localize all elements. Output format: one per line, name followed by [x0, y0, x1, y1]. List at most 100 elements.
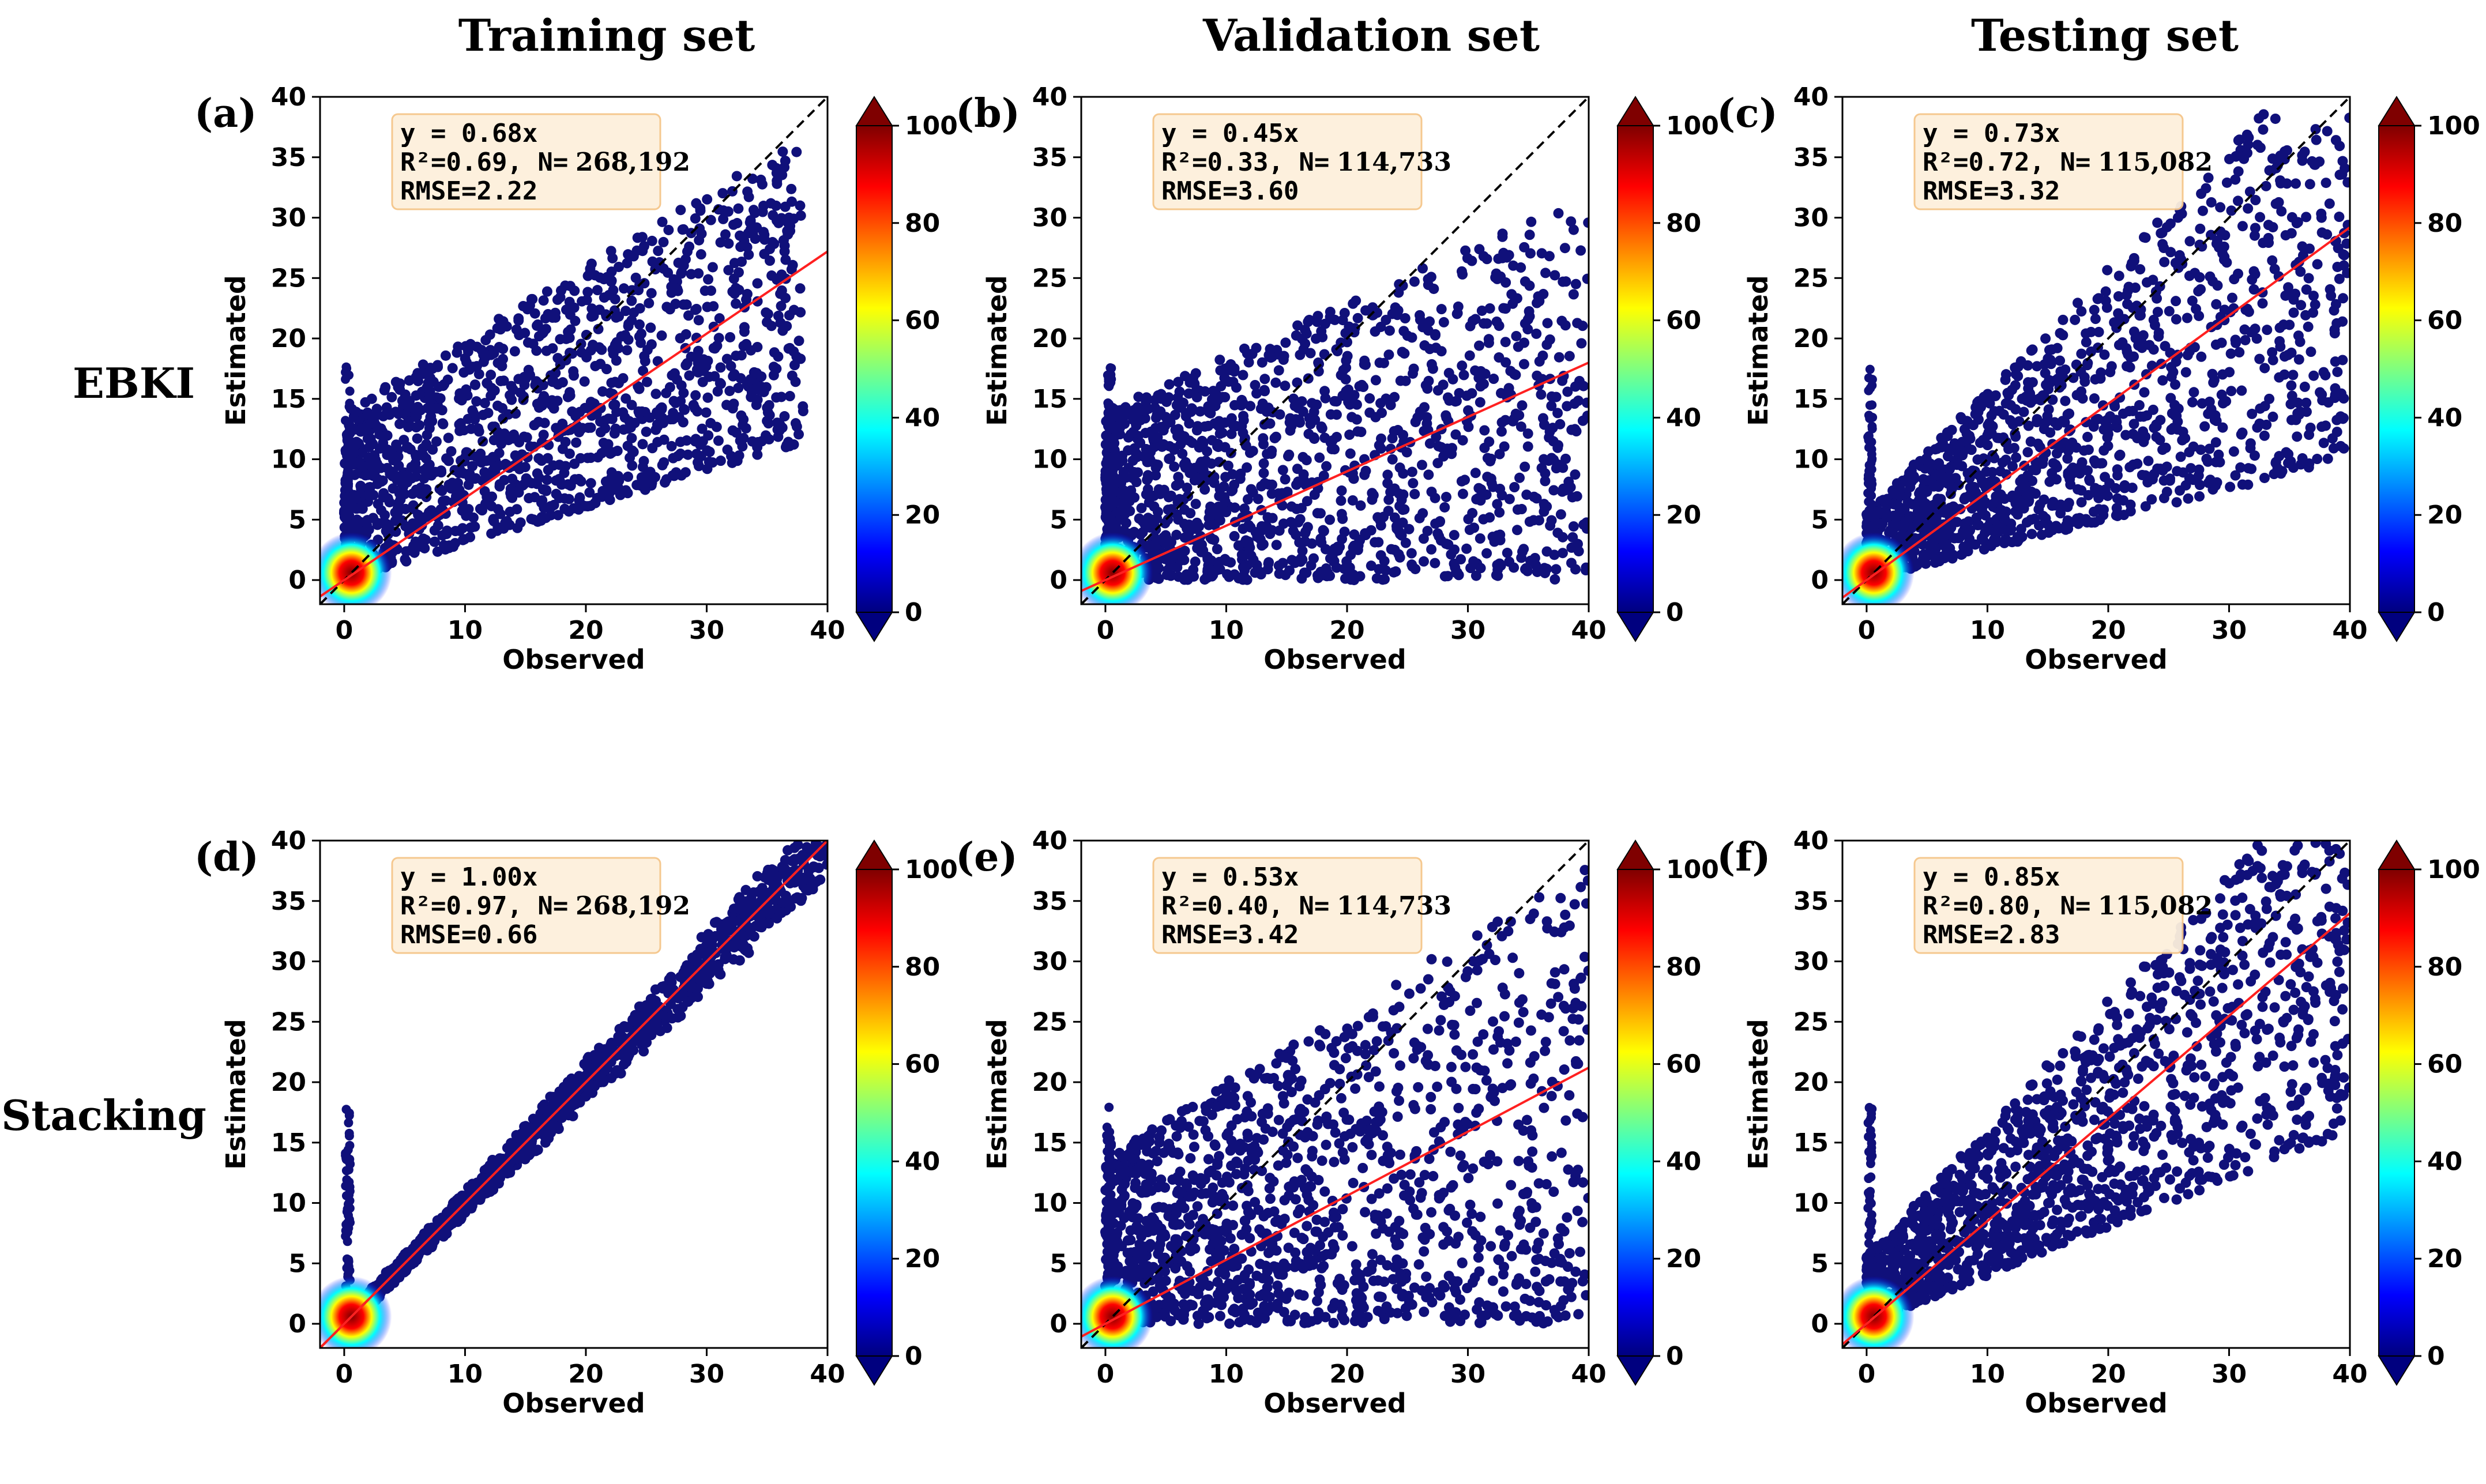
- scatter-point: [2232, 195, 2243, 206]
- scatter-point: [494, 460, 505, 471]
- colorbar-min-extension: [855, 612, 893, 642]
- colorbar-tick-label: 80: [2427, 209, 2462, 238]
- scatter-point: [2338, 249, 2349, 260]
- scatter-point: [1864, 373, 1874, 383]
- scatter-point: [670, 397, 681, 408]
- scatter-point: [1434, 517, 1445, 528]
- colorbar-tick-label: 20: [2427, 500, 2462, 530]
- scatter-point: [2212, 280, 2223, 291]
- scatter-point: [1406, 466, 1417, 477]
- scatter-point: [2243, 132, 2254, 143]
- scatter-point: [467, 461, 478, 472]
- scatter-point: [1997, 457, 2008, 468]
- scatter-point: [701, 361, 712, 372]
- scatter-point: [522, 337, 533, 348]
- scatter-point: [2196, 351, 2207, 362]
- scatter-point: [1449, 530, 1460, 541]
- scatter-point: [1461, 543, 1472, 554]
- scatter-point: [1457, 435, 1468, 446]
- scatter-point: [637, 232, 648, 243]
- scatter-point: [1531, 328, 1542, 339]
- colorbar-tick-label: 100: [905, 111, 958, 141]
- scatter-point: [1187, 438, 1198, 449]
- scatter-point: [717, 188, 728, 199]
- scatter-point: [2235, 462, 2246, 473]
- scatter-point: [1301, 567, 1312, 578]
- scatter-point: [1526, 216, 1537, 227]
- scatter-point: [1546, 515, 1557, 526]
- scatter-point: [533, 331, 544, 342]
- scatter-point: [2040, 333, 2051, 344]
- scatter-point: [1991, 537, 2002, 548]
- scatter-point: [1356, 379, 1367, 390]
- scatter-point: [766, 270, 777, 281]
- scatter-point: [1441, 538, 1451, 549]
- scatter-point: [477, 409, 488, 420]
- scatter-point: [2125, 499, 2136, 510]
- scatter-point: [752, 394, 763, 405]
- scatter-point: [361, 519, 372, 530]
- scatter-point: [506, 381, 517, 391]
- fit-equation: y = 0.45x: [1161, 119, 1299, 148]
- scatter-point: [1280, 381, 1291, 391]
- scatter-point: [1549, 574, 1560, 585]
- scatter-point: [1502, 548, 1513, 559]
- scatter-point: [2055, 355, 2066, 366]
- scatter-point: [2081, 514, 2092, 525]
- scatter-point: [1287, 555, 1297, 566]
- scatter-point: [556, 479, 567, 490]
- scatter-point: [1510, 370, 1521, 381]
- y-tick-label: 20: [271, 324, 306, 353]
- scatter-point: [1494, 558, 1505, 569]
- fit-line: [1081, 361, 1589, 592]
- scatter-point: [673, 257, 684, 268]
- scatter-point: [2243, 479, 2254, 490]
- scatter-point: [2247, 408, 2258, 419]
- scatter-point: [1180, 408, 1191, 419]
- scatter-point: [1344, 430, 1355, 440]
- scatter-point: [752, 449, 763, 460]
- scatter-point: [1494, 321, 1505, 332]
- scatter-point: [574, 406, 585, 417]
- scatter-point: [1453, 301, 1464, 312]
- scatter-point: [637, 439, 648, 450]
- scatter-point: [761, 307, 772, 318]
- scatter-point: [498, 413, 509, 424]
- scatter-point: [1280, 337, 1291, 348]
- scatter-point: [2250, 323, 2261, 334]
- scatter-point: [586, 311, 597, 322]
- scatter-point: [1422, 525, 1433, 536]
- scatter-point: [592, 285, 603, 296]
- scatter-point: [1277, 488, 1288, 499]
- scatter-point: [1259, 374, 1270, 385]
- scatter-point: [1399, 348, 1410, 359]
- row-title-stacking: Stacking: [1, 1091, 206, 1140]
- scatter-point: [1520, 564, 1531, 575]
- scatter-point: [1932, 459, 1943, 470]
- scatter-point: [1253, 494, 1263, 504]
- scatter-point: [610, 423, 621, 434]
- scatter-point: [1107, 363, 1116, 373]
- fit-line: [1842, 226, 2350, 599]
- scatter-point: [1436, 304, 1447, 315]
- scatter-point: [357, 447, 368, 458]
- scatter-point: [2191, 303, 2202, 314]
- scatter-point: [784, 391, 795, 402]
- scatter-point: [1203, 519, 1214, 530]
- scatter-point: [418, 443, 428, 454]
- scatter-point: [2197, 205, 2208, 216]
- y-tick-label: 0: [1050, 566, 1067, 595]
- scatter-point: [728, 273, 739, 284]
- scatter-point: [708, 301, 719, 312]
- scatter-point: [2187, 295, 2198, 306]
- scatter-point: [2148, 344, 2159, 355]
- scatter-point: [1370, 375, 1381, 386]
- scatter-point: [561, 355, 571, 366]
- scatter-point: [2123, 281, 2134, 292]
- scatter-point: [1151, 572, 1162, 583]
- scatter-point: [795, 283, 806, 294]
- scatter-point: [2316, 389, 2327, 400]
- scatter-point: [720, 229, 731, 240]
- scatter-point: [1546, 391, 1557, 402]
